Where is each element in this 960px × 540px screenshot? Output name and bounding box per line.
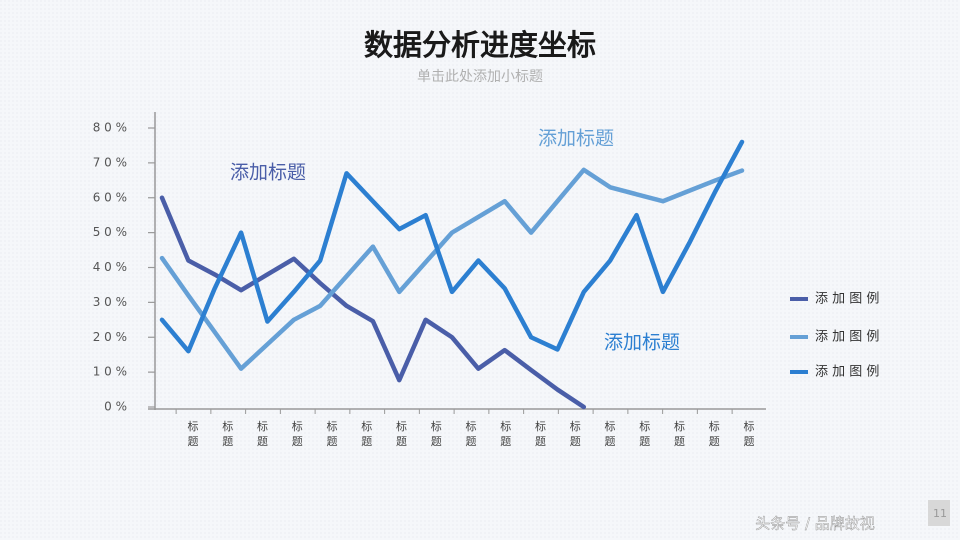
page-number: 11 <box>933 507 947 520</box>
annotation: 添加标题 <box>604 332 680 354</box>
legend-label: 添 加 图 例 <box>815 292 879 307</box>
x-tick-label: 标题 <box>431 419 442 448</box>
annotation: 添加标题 <box>538 128 614 150</box>
y-tick-label: 1 0 % <box>93 365 127 379</box>
series-line <box>159 139 745 354</box>
y-tick-label: 6 0 % <box>93 190 127 204</box>
x-tick-label: 标题 <box>605 419 616 448</box>
x-tick-label: 标题 <box>744 419 755 448</box>
x-tick-label: 标题 <box>396 419 407 448</box>
series-line <box>159 167 745 371</box>
chart-title: 数据分析进度坐标 <box>364 28 596 62</box>
x-tick-label: 标题 <box>257 419 268 448</box>
x-tick-label: 标题 <box>222 419 233 448</box>
x-tick-label: 标题 <box>327 419 338 448</box>
x-tick-label: 标题 <box>361 419 372 448</box>
series-line <box>159 195 587 410</box>
x-tick-label: 标题 <box>500 419 511 448</box>
x-tick-label: 标题 <box>709 419 720 448</box>
y-tick-label: 7 0 % <box>93 155 127 169</box>
y-tick-label: 3 0 % <box>93 295 127 309</box>
legend-label: 添 加 图 例 <box>815 365 879 380</box>
y-tick-label: 4 0 % <box>93 260 127 274</box>
watermark: 头条号 / 品牌故视 <box>755 515 875 533</box>
x-tick-label: 标题 <box>570 419 581 448</box>
x-tick-label: 标题 <box>466 419 477 448</box>
x-tick-label: 标题 <box>639 419 650 448</box>
y-tick-label: 8 0 % <box>93 121 127 135</box>
annotation: 添加标题 <box>230 162 306 184</box>
x-tick-label: 标题 <box>292 419 303 448</box>
legend-label: 添 加 图 例 <box>815 330 879 345</box>
y-tick-label: 2 0 % <box>93 330 127 344</box>
y-tick-label: 5 0 % <box>93 225 127 239</box>
chart-subtitle: 单击此处添加小标题 <box>417 69 543 85</box>
x-tick-label: 标题 <box>674 419 685 448</box>
x-tick-label: 标题 <box>188 419 199 448</box>
y-tick-label: 0 % <box>104 400 127 414</box>
x-tick-label: 标题 <box>535 419 546 448</box>
page-number-box <box>928 500 950 526</box>
